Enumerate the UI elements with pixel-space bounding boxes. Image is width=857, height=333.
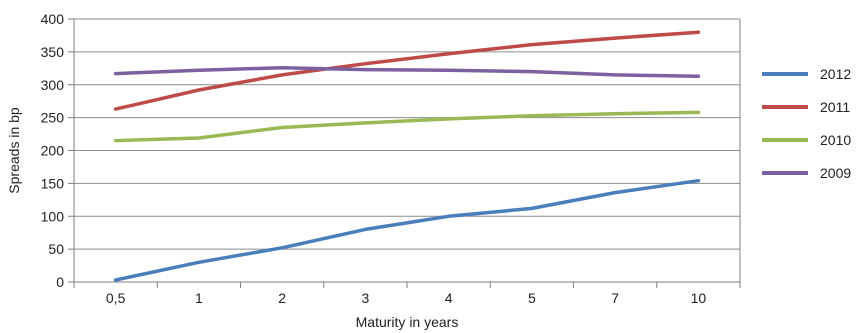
series-line-2011 (113, 30, 701, 111)
series-lines (113, 30, 701, 282)
x-tick-label: 3 (361, 290, 369, 306)
legend-label-2009: 2009 (820, 165, 851, 181)
series-line-2010 (113, 110, 701, 143)
axes: 0 50 100 150 200 250 300 350 400 0,5 1 2 3 4 5 7 10 (41, 11, 741, 306)
y-tick-label: 100 (41, 208, 65, 224)
x-tick-label: 2 (278, 290, 286, 306)
x-tick-label: 7 (611, 290, 619, 306)
legend-label-2012: 2012 (820, 66, 851, 82)
y-tick-label: 50 (48, 241, 64, 257)
y-tick-label: 250 (41, 110, 65, 126)
legend: 2012 2011 2010 2009 (762, 66, 851, 181)
grid-lines (74, 18, 740, 283)
x-tick-label: 0,5 (106, 290, 126, 306)
y-tick-label: 0 (56, 274, 64, 290)
legend-label-2011: 2011 (820, 99, 850, 115)
y-tick-label: 300 (41, 77, 65, 93)
x-axis-title: Maturity in years (356, 314, 459, 330)
series-line-2012 (113, 178, 701, 282)
y-tick-label: 400 (41, 11, 65, 27)
y-tick-label: 350 (41, 44, 65, 60)
x-tick-label: 1 (195, 290, 203, 306)
y-axis-title: Spreads in bp (6, 107, 22, 194)
x-tick-label: 4 (445, 290, 453, 306)
x-tick-label: 5 (528, 290, 536, 306)
series-line-2009 (113, 65, 701, 78)
legend-label-2010: 2010 (820, 132, 851, 148)
x-tick-label: 10 (691, 290, 707, 306)
y-tick-label: 150 (41, 175, 65, 191)
y-tick-label: 200 (41, 143, 65, 159)
